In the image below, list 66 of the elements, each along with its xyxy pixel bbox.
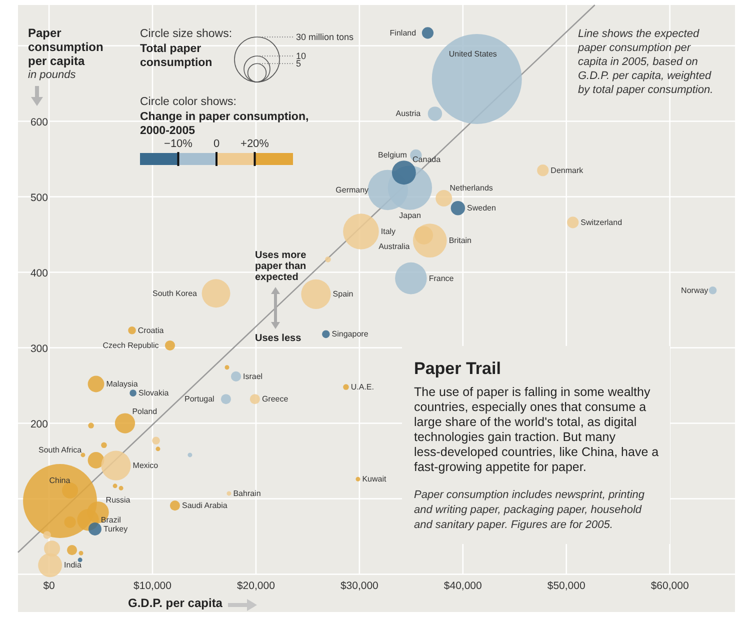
annotation: Israel	[243, 372, 263, 381]
annotation: Belgium	[378, 150, 408, 160]
annotation: 0	[213, 138, 220, 150]
annotation: Denmark	[550, 166, 584, 175]
annotation: Netherlands	[450, 183, 493, 192]
y-tick-label: 200	[30, 418, 48, 430]
x-axis-title: G.D.P. per capita	[128, 596, 223, 610]
y-tick-label: 300	[30, 342, 48, 355]
annotation: India	[64, 560, 82, 570]
x-tick-label: $60,000	[650, 580, 689, 592]
x-tick-label: $40,000	[444, 580, 482, 592]
x-tick-label: $30,000	[340, 580, 379, 592]
annotation: Line shows the expected paper consumption per capita in 2005, based on G.D.P. per capita, weighted by total paper consumption.	[577, 28, 714, 96]
annotation: +20%	[240, 138, 270, 150]
annotation: Spain	[332, 290, 354, 299]
legend-label: 10	[296, 51, 306, 62]
legend-label: 5	[296, 58, 302, 69]
annotation: South Africa	[38, 445, 82, 454]
annotation: −10%	[164, 138, 193, 150]
x-tick-label: $50,000	[547, 580, 586, 592]
annotation: Canada	[412, 154, 442, 164]
annotation: Switzerland	[580, 218, 622, 227]
annotation: United States	[448, 50, 497, 59]
annotation: Paper consumption includes newsprint, printing and writing paper, packaging paper, household and sanitary paper. Figures are for 2005.	[414, 489, 646, 531]
annotation: France	[428, 274, 454, 283]
annotation: China	[49, 476, 71, 486]
x-tick-label: $0	[43, 580, 56, 592]
annotation: Germany	[336, 185, 369, 194]
legend-label: 30 million tons	[296, 32, 354, 42]
annotation: Italy	[380, 226, 396, 236]
annotation: Czech Republic	[102, 340, 159, 350]
annotation: Britain	[448, 236, 472, 246]
annotation: Uses more paper than expected	[255, 250, 307, 283]
legend-title: Circle size shows: Total paper consumption	[140, 28, 232, 69]
annotation: in pounds	[28, 69, 76, 81]
text: The use of paper is falling in some wealthy countries, especially ones that consume a large share of the world's total, as digital technologies gain traction. But many less-developed countries, like China, have a fast-growing appetite for paper.	[414, 385, 659, 474]
annotation: Sweden	[467, 204, 496, 213]
annotation: Russia	[106, 496, 131, 505]
annotation: Australia	[378, 242, 410, 251]
annotation: Turkey	[103, 524, 128, 534]
annotation: Malaysia	[106, 379, 138, 388]
x-tick-label: $10,000	[134, 580, 172, 592]
y-axis-title: Paper consumption per capita	[28, 26, 104, 68]
text: Paper Trail	[414, 359, 501, 378]
annotation: Greece	[262, 394, 289, 404]
annotation: Finland	[390, 28, 416, 38]
x-tick-label: $20,000	[236, 580, 276, 592]
annotation: U.A.E.	[350, 382, 374, 392]
annotation: Poland	[132, 407, 158, 416]
annotation: Singapore	[332, 330, 369, 339]
y-tick-label: 600	[30, 116, 48, 128]
y-tick-label: 500	[30, 192, 48, 204]
annotation: Kuwait	[362, 474, 388, 484]
annotation: Slovakia	[138, 388, 170, 398]
annotation: Portugal	[184, 394, 215, 404]
y-tick-label: 400	[30, 267, 48, 280]
annotation: Mexico	[132, 461, 159, 470]
annotation: Saudi Arabia	[182, 501, 228, 510]
annotation: Austria	[396, 109, 422, 118]
annotation: Norway	[681, 286, 708, 295]
annotation: South Korea	[152, 288, 198, 298]
color-bar-title: Circle color shows: Change in paper consumption, 2000-2005	[140, 96, 309, 137]
annotation: Bahrain	[233, 488, 261, 498]
annotation: Japan	[399, 210, 421, 220]
annotation: Croatia	[138, 326, 164, 335]
annotation: Uses less	[255, 333, 302, 344]
